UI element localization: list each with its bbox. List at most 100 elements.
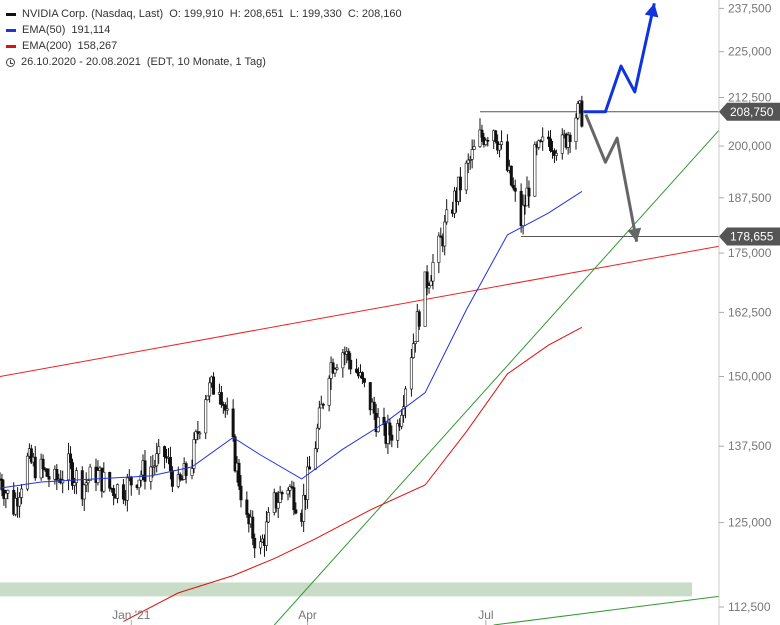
candle-body: [6, 489, 10, 494]
y-tick-label: 237,500: [728, 1, 772, 15]
candle-body: [302, 494, 306, 522]
candle-body: [466, 159, 470, 164]
legend-ema200-value: 158,267: [77, 40, 118, 52]
candle-body: [245, 499, 249, 515]
candle-body: [292, 487, 296, 511]
candle-body: [153, 465, 157, 468]
candle-body: [464, 162, 468, 191]
y-tick-label: 200,000: [728, 139, 772, 153]
candle-body: [458, 176, 462, 191]
candle-body: [321, 403, 325, 406]
legend-title-row: NVIDIA Corp. (Nasdaq, Last) O: 199,910 H…: [6, 6, 402, 22]
candle-body: [294, 509, 298, 514]
candle-body: [86, 480, 90, 484]
candle-body: [41, 458, 45, 470]
candle-body: [486, 139, 490, 142]
candle-body: [453, 190, 457, 214]
candle-body: [368, 382, 372, 411]
candle-body: [121, 484, 125, 500]
candle-body: [341, 352, 345, 369]
candle-body: [204, 399, 208, 434]
candle-body: [239, 485, 243, 501]
x-tick-label: Apr: [298, 608, 317, 622]
candle-body: [288, 486, 292, 491]
candle-body: [253, 537, 257, 549]
candle-body: [212, 376, 216, 395]
candle-body: [437, 235, 441, 263]
ema200-line: [123, 326, 583, 622]
candle-body: [427, 285, 431, 289]
candle-body: [219, 392, 223, 405]
candle-body: [163, 446, 167, 457]
legend-ema200-row: EMA(200) 158,267: [6, 38, 402, 54]
x-tick-label: Jul: [478, 608, 493, 622]
candle-body: [0, 478, 4, 491]
candle-body: [47, 476, 51, 480]
y-tick-label: 162,500: [728, 305, 772, 319]
candle-body: [20, 488, 24, 498]
candle-body: [443, 221, 447, 247]
trend-line: [273, 129, 720, 625]
legend-range: 26.10.2020 - 20.08.2021: [21, 56, 141, 68]
candle-body: [274, 492, 278, 509]
candle-body: [549, 138, 553, 151]
legend-ema50-label: EMA(50): [22, 24, 66, 36]
candle-body: [178, 474, 182, 480]
candle-body: [417, 311, 421, 327]
candle-body: [286, 490, 290, 495]
candle-body: [494, 130, 498, 142]
legend-swatch-ema50: [6, 28, 16, 32]
candle-body: [125, 477, 129, 501]
candle-body: [509, 165, 513, 186]
y-tick-label: 125,000: [728, 516, 772, 530]
candle-body: [537, 140, 541, 148]
candle-body: [225, 408, 229, 411]
legend-range-row: 26.10.2020 - 20.08.2021 (EDT, 10 Monate,…: [6, 54, 402, 70]
candle-body: [139, 474, 143, 481]
legend-title: NVIDIA Corp. (Nasdaq, Last): [22, 8, 164, 20]
down-scenario-arrow-path: [584, 114, 639, 242]
candle-body: [478, 129, 482, 147]
ema50-line: [0, 190, 583, 489]
candle-body: [362, 378, 366, 383]
candle-body: [129, 476, 133, 486]
candle-body: [308, 466, 312, 470]
candle-body: [431, 262, 435, 282]
candle-body: [533, 144, 537, 197]
candle-body: [149, 466, 153, 482]
candle-body: [192, 439, 196, 469]
candle-body: [208, 382, 212, 397]
candle-body: [315, 427, 319, 449]
candle-body: [472, 146, 476, 150]
candle-body: [266, 512, 270, 523]
candle-body: [18, 497, 22, 507]
legend-ema50-row: EMA(50) 191,114: [6, 22, 402, 38]
candle-body: [411, 343, 415, 358]
candle-body: [439, 235, 443, 238]
candle-body: [404, 388, 408, 408]
candle-body: [468, 159, 472, 161]
candle-body: [319, 403, 323, 409]
candle-body: [335, 367, 339, 370]
candle-body: [29, 448, 33, 463]
candle-body: [360, 372, 364, 379]
candle-body: [547, 136, 551, 140]
candle-body: [176, 474, 180, 487]
clock-icon: [6, 57, 15, 67]
candle-body: [55, 469, 59, 481]
candle-body: [429, 280, 433, 286]
candle-body: [108, 472, 112, 489]
candle-body: [423, 271, 427, 327]
price-tag-label: 208,750: [730, 105, 774, 119]
candle-body: [470, 149, 474, 160]
candle-body: [327, 378, 331, 406]
candle-body: [194, 431, 198, 440]
candle-body: [500, 141, 504, 145]
x-tick-label: Jan '21: [112, 608, 151, 622]
up-scenario-arrow-head: [644, 3, 659, 18]
candle-body: [376, 416, 380, 432]
trend-lower-line: [493, 595, 720, 625]
candle-body: [382, 416, 386, 425]
candle-body: [372, 401, 376, 414]
